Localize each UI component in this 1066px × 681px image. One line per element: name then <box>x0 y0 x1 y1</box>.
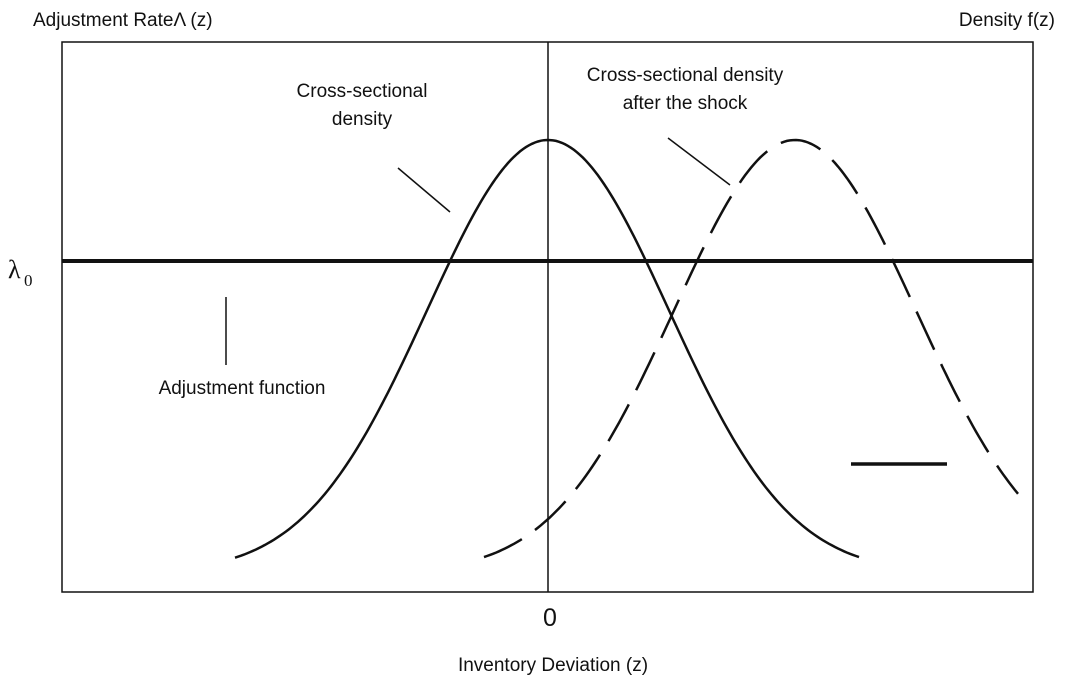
annotation: Cross-sectional density <box>587 65 784 86</box>
leader-line <box>397 167 451 213</box>
shifted-density-curve <box>483 138 1019 559</box>
annotation: after the shock <box>623 93 748 114</box>
annotation: density <box>332 109 393 130</box>
lambda-symbol: λ <box>8 255 21 284</box>
x-origin-label: 0 <box>543 604 557 632</box>
lambda-subscript: 0 <box>24 271 33 290</box>
annotation: Cross-sectional <box>297 81 428 102</box>
x-axis-label: Inventory Deviation (z) <box>458 655 648 676</box>
right-axis-label: Density f(z) <box>959 10 1055 31</box>
left-axis-label: Adjustment RateΛ (z) <box>33 10 213 31</box>
annotation: Adjustment function <box>159 378 326 399</box>
leader-line <box>667 137 731 186</box>
density-curve <box>234 138 860 559</box>
